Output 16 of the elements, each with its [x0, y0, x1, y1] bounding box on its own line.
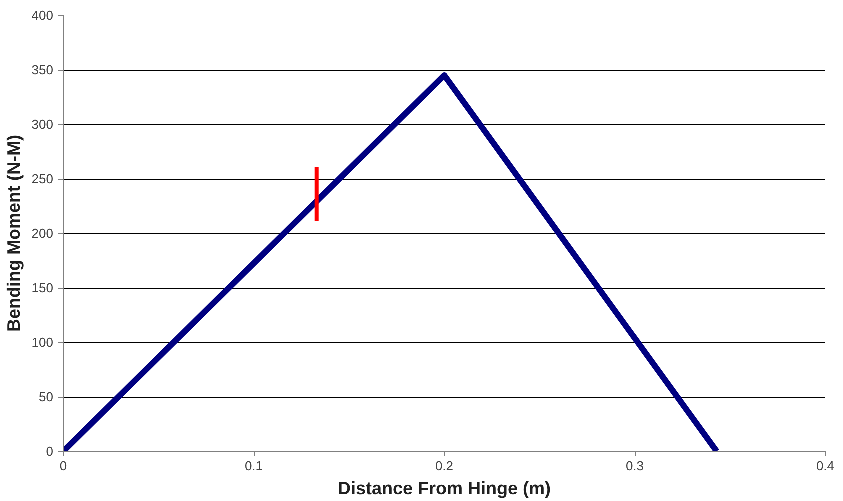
y-tick-label: 400: [32, 8, 54, 23]
x-tick-label: 0.2: [435, 458, 454, 474]
y-axis-title: Bending Moment (N-M): [4, 135, 24, 332]
x-tick-label: 0.1: [244, 458, 264, 474]
x-tick-label: 0: [60, 458, 68, 474]
x-axis-title: Distance From Hinge (m): [338, 478, 552, 498]
y-tick-label: 350: [32, 62, 54, 78]
y-tick-label: 50: [39, 390, 54, 404]
x-tick-label: 0.3: [626, 458, 644, 474]
y-tick-label: 250: [32, 172, 54, 186]
y-tick-label: 200: [32, 226, 54, 241]
y-tick-label: 300: [32, 117, 54, 132]
y-tick-label: 150: [32, 280, 54, 296]
y-tick-label: 0: [46, 444, 54, 459]
x-tick-label: 0.4: [816, 458, 835, 474]
y-tick-label: 100: [32, 335, 54, 350]
